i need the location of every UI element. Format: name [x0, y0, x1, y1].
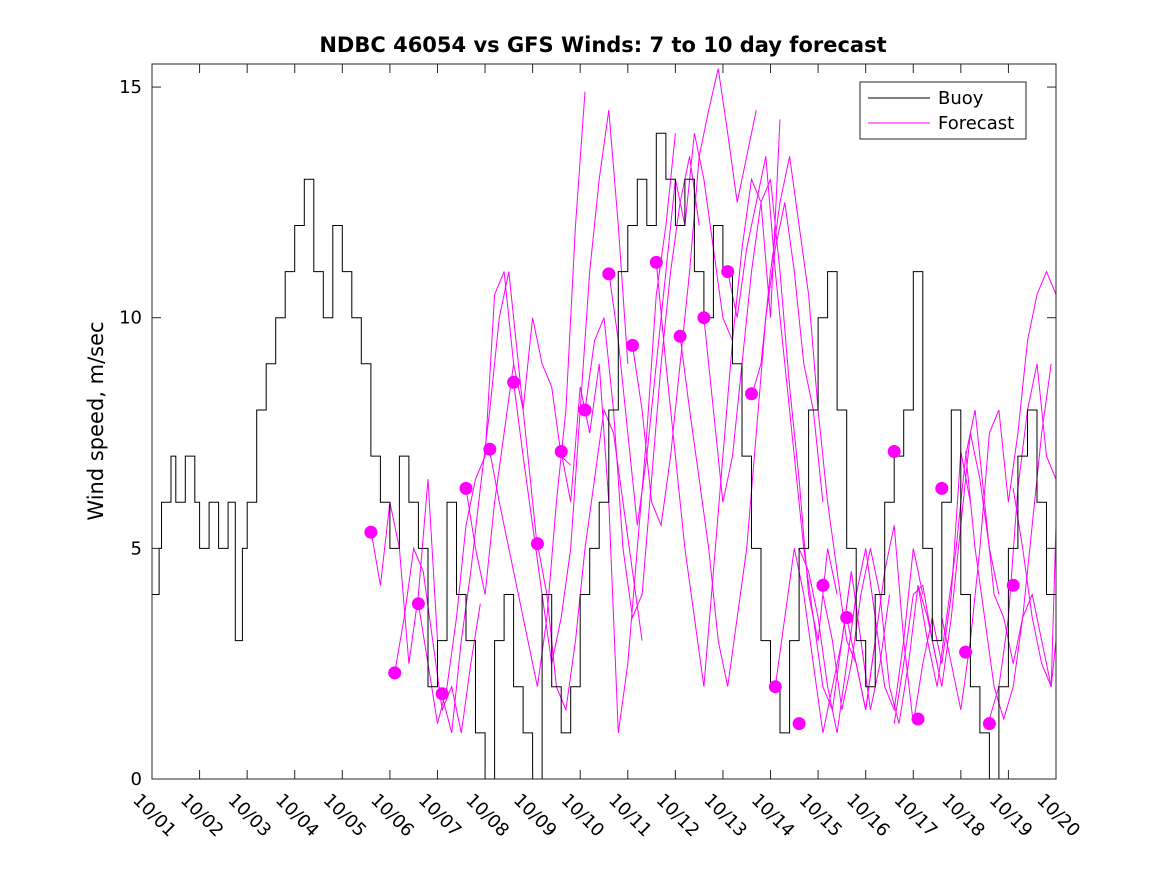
forecast-marker-20	[840, 611, 854, 624]
forecast-line-17	[774, 548, 890, 734]
forecast-marker-1	[388, 666, 402, 680]
forecast-line-12	[655, 119, 781, 687]
forecast-marker-9	[578, 403, 592, 417]
y-tick-label: 10	[119, 308, 142, 329]
forecast-line-15	[727, 156, 852, 712]
forecast-marker-19	[816, 578, 830, 592]
forecast-line-3	[441, 271, 538, 734]
plot-area	[152, 68, 1056, 779]
y-axis: 0 5 10 15	[119, 77, 1056, 790]
forecast-marker-12	[649, 255, 663, 269]
y-tick-label: 0	[131, 769, 142, 790]
legend-box	[859, 81, 1027, 140]
forecast-marker-7	[530, 537, 544, 551]
forecast-marker-10	[602, 267, 616, 281]
forecast-marker-4	[459, 481, 473, 495]
forecast-marker-3	[435, 687, 449, 701]
forecast-line-0	[370, 479, 438, 664]
plot-frame	[151, 63, 1057, 780]
legend-forecast-label: Forecast	[938, 113, 1014, 134]
forecast-line-14	[703, 179, 838, 641]
forecast-marker-18	[792, 717, 806, 731]
forecast-marker-21	[887, 445, 901, 458]
forecast-line-20	[846, 451, 971, 724]
forecast-line-4	[465, 317, 572, 595]
forecast-line-7	[536, 408, 643, 712]
buoy-line	[152, 132, 1056, 779]
y-tick-label: 15	[119, 77, 142, 98]
legend: Buoy Forecast	[859, 81, 1027, 140]
forecast-line-18	[798, 548, 924, 734]
forecast-line-5	[489, 91, 586, 687]
forecast-line-10	[608, 133, 733, 526]
forecast-marker-2	[411, 597, 425, 611]
forecast-marker-13	[673, 329, 687, 343]
y-tick-label: 5	[131, 538, 142, 559]
forecast-marker-25	[982, 717, 996, 731]
chart-title: NDBC 46054 vs GFS Winds: 7 to 10 day for…	[319, 33, 886, 57]
forecast-marker-11	[626, 338, 639, 352]
forecast-line-23	[941, 270, 1056, 710]
forecast-line-22	[917, 363, 1052, 687]
forecast-marker-15	[721, 265, 735, 279]
forecast-marker-24	[959, 645, 973, 659]
forecast-line-25	[988, 363, 1056, 720]
forecast-line-8	[560, 133, 676, 733]
forecast-line-24	[965, 451, 1056, 721]
forecast-marker-5	[483, 442, 497, 456]
forecast-marker-23	[935, 481, 949, 495]
legend-buoy-label: Buoy	[938, 88, 984, 109]
forecast-marker-26	[1006, 578, 1020, 592]
forecast-marker-22	[911, 712, 925, 726]
series-layer	[152, 68, 1056, 779]
forecast-line-2	[417, 271, 515, 724]
forecast-line-21	[893, 432, 1000, 724]
forecast-marker-0	[364, 525, 378, 539]
forecast-marker-layer	[364, 255, 1020, 731]
forecast-line-6	[513, 110, 629, 664]
y-axis-label: Wind speed, m/sec	[84, 321, 108, 520]
forecast-line-16	[751, 156, 876, 710]
forecast-marker-8	[554, 445, 568, 458]
forecast-marker-17	[768, 680, 782, 694]
forecast-marker-14	[697, 311, 711, 325]
forecast-line-26	[1012, 488, 1056, 687]
forecast-marker-6	[507, 375, 521, 389]
forecast-marker-16	[745, 387, 758, 401]
